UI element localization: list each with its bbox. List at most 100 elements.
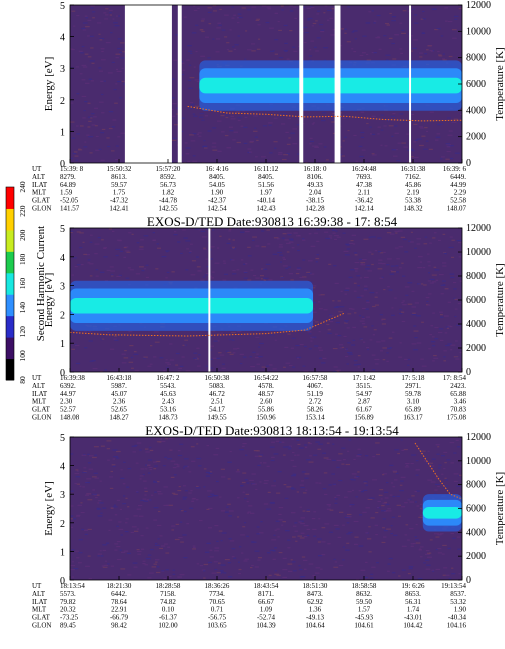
colorbar-tick-label: 240 (18, 181, 27, 193)
table-cell: -73.25 (60, 614, 79, 622)
table-cell: 51.56 (258, 181, 274, 189)
table-row-label: UT (32, 374, 42, 382)
data-gap (334, 5, 341, 163)
y2-tick-label: 6000 (466, 504, 486, 515)
table-cell: 150.96 (256, 414, 276, 422)
table-cell: 56.73 (160, 181, 176, 189)
table-cell: 2423. (450, 382, 466, 390)
table-cell: -36.42 (355, 197, 374, 205)
y2-tick-label: 4000 (466, 105, 486, 116)
colorbar-tick-label: 100 (18, 350, 27, 362)
table-cell: -45.93 (355, 614, 374, 622)
table-cell: 104.64 (305, 622, 325, 630)
colorbar-segment (6, 315, 14, 338)
table-cell: 2.51 (211, 398, 224, 406)
table-cell: 16:24:48 (352, 165, 377, 173)
table-cell: 2.29 (454, 189, 467, 197)
table-cell: 16:39:38 (60, 374, 85, 382)
table-cell: 59.78 (405, 390, 421, 398)
table-row-label: ILAT (32, 598, 48, 606)
table-cell: 45.86 (405, 181, 421, 189)
table-row-label: UT (32, 165, 42, 173)
table-cell: 2.19 (407, 189, 420, 197)
table-cell: 8106. (307, 173, 323, 181)
table-row-label: GLON (32, 414, 51, 422)
table-cell: 8592. (160, 173, 176, 181)
table-cell: 70.65 (209, 598, 225, 606)
table-cell: 52.57 (60, 406, 76, 414)
y2-tick-label: 2000 (466, 551, 486, 562)
table-cell: -52.05 (60, 197, 79, 205)
table-cell: 1.75 (113, 189, 126, 197)
table-cell: 61.67 (356, 406, 372, 414)
panel-2: EXOS-D/TED Date:930813 16:39:38 - 17: 8:… (32, 214, 505, 422)
table-cell: 65.89 (405, 406, 421, 414)
panel-title: EXOS-D/TED Date:930813 16:39:38 - 17: 8:… (147, 214, 398, 229)
table-cell: 8171. (258, 590, 274, 598)
energy-band-layer (70, 297, 314, 314)
colorbar-tick-label: 180 (18, 254, 27, 266)
table-cell: 8405. (209, 173, 225, 181)
y2-tick-label: 4000 (466, 527, 486, 538)
table-cell: 54.97 (356, 390, 372, 398)
table-cell: 4067. (307, 382, 323, 390)
table-cell: 58.26 (307, 406, 323, 414)
table-cell: 7162. (405, 173, 421, 181)
table-cell: 18:43:54 (254, 582, 279, 590)
y2-tick-label: 6000 (466, 295, 486, 306)
y2-tick-label: 8000 (466, 271, 486, 282)
table-cell: 5573. (60, 590, 76, 598)
colorbar-segment (6, 187, 14, 209)
y2-tick-label: 8000 (466, 480, 486, 491)
table-row-label: MLT (32, 606, 47, 614)
table-cell: 1.36 (309, 606, 322, 614)
table-cell: 19:13:54 (441, 582, 466, 590)
table-cell: -44.78 (159, 197, 178, 205)
table-cell: 56.31 (405, 598, 421, 606)
table-cell: 1.74 (407, 606, 420, 614)
spectrogram-panels: EXOS-D/TED Date:930813 15:39: 8 - 16:39:… (32, 0, 505, 630)
table-cell: 5987. (111, 382, 127, 390)
y-tick-label: 5 (60, 433, 65, 444)
table-cell: 0.10 (162, 606, 175, 614)
y2-tick-label: 4000 (466, 319, 486, 330)
table-cell: -66.79 (110, 614, 129, 622)
table-cell: 8613. (111, 173, 127, 181)
table-cell: -56.75 (208, 614, 227, 622)
table-cell: 62.92 (307, 598, 323, 606)
table-cell: 7693. (356, 173, 372, 181)
table-cell: 8405. (258, 173, 274, 181)
colorbar-segment (6, 337, 14, 360)
table-cell: 8632. (356, 590, 372, 598)
table-cell: 15:57:20 (156, 165, 181, 173)
table-cell: 48.57 (258, 390, 274, 398)
y-tick-label: 3 (60, 490, 65, 501)
table-cell: 148.27 (109, 414, 129, 422)
y-tick-label: 0 (60, 576, 65, 587)
table-cell: 148.07 (447, 205, 467, 213)
y2-tick-label: 0 (466, 367, 471, 378)
table-cell: 19: 6:26 (401, 582, 425, 590)
table-row-label: GLON (32, 205, 51, 213)
table-cell: 64.89 (60, 181, 76, 189)
table-cell: 1.90 (454, 606, 467, 614)
table-cell: 148.32 (403, 205, 423, 213)
colorbar-label: Second Harmonic Current (35, 226, 47, 341)
panel-title: EXOS-D/TED Date:930813 18:13:54 - 19:13:… (145, 423, 399, 438)
table-cell: 17: 8:54 (443, 374, 467, 382)
table-cell: 104.39 (256, 622, 276, 630)
table-cell: 89.45 (60, 622, 76, 630)
y-tick-label: 1 (60, 339, 65, 350)
y-tick-label: 4 (60, 33, 65, 44)
table-cell: 2.11 (358, 189, 370, 197)
plot-area (70, 5, 462, 163)
table-cell: 163.17 (403, 414, 423, 422)
table-cell: 103.65 (207, 622, 227, 630)
table-cell: 20.32 (60, 606, 76, 614)
y2-tick-label: 12000 (466, 0, 491, 11)
table-cell: -49.13 (306, 614, 325, 622)
table-cell: 6392. (60, 382, 76, 390)
energy-band-layer (199, 77, 462, 94)
